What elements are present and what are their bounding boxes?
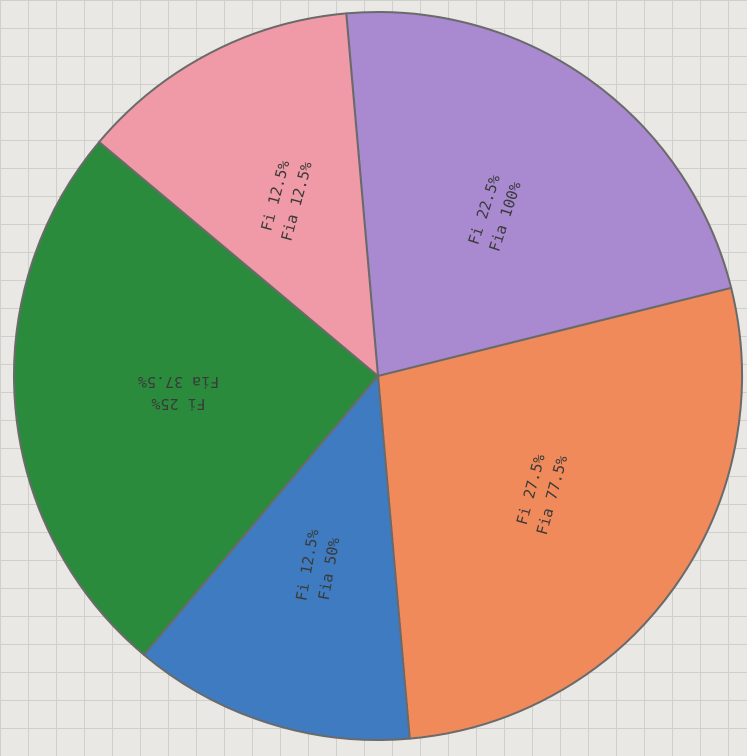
slice <box>345 11 733 378</box>
slice <box>97 12 380 379</box>
slice <box>13 140 380 657</box>
value-label: Fi 25% <box>151 395 205 413</box>
slice <box>142 373 411 741</box>
cumulative-label: Fia 37.5% <box>138 373 219 391</box>
slice <box>376 286 743 740</box>
